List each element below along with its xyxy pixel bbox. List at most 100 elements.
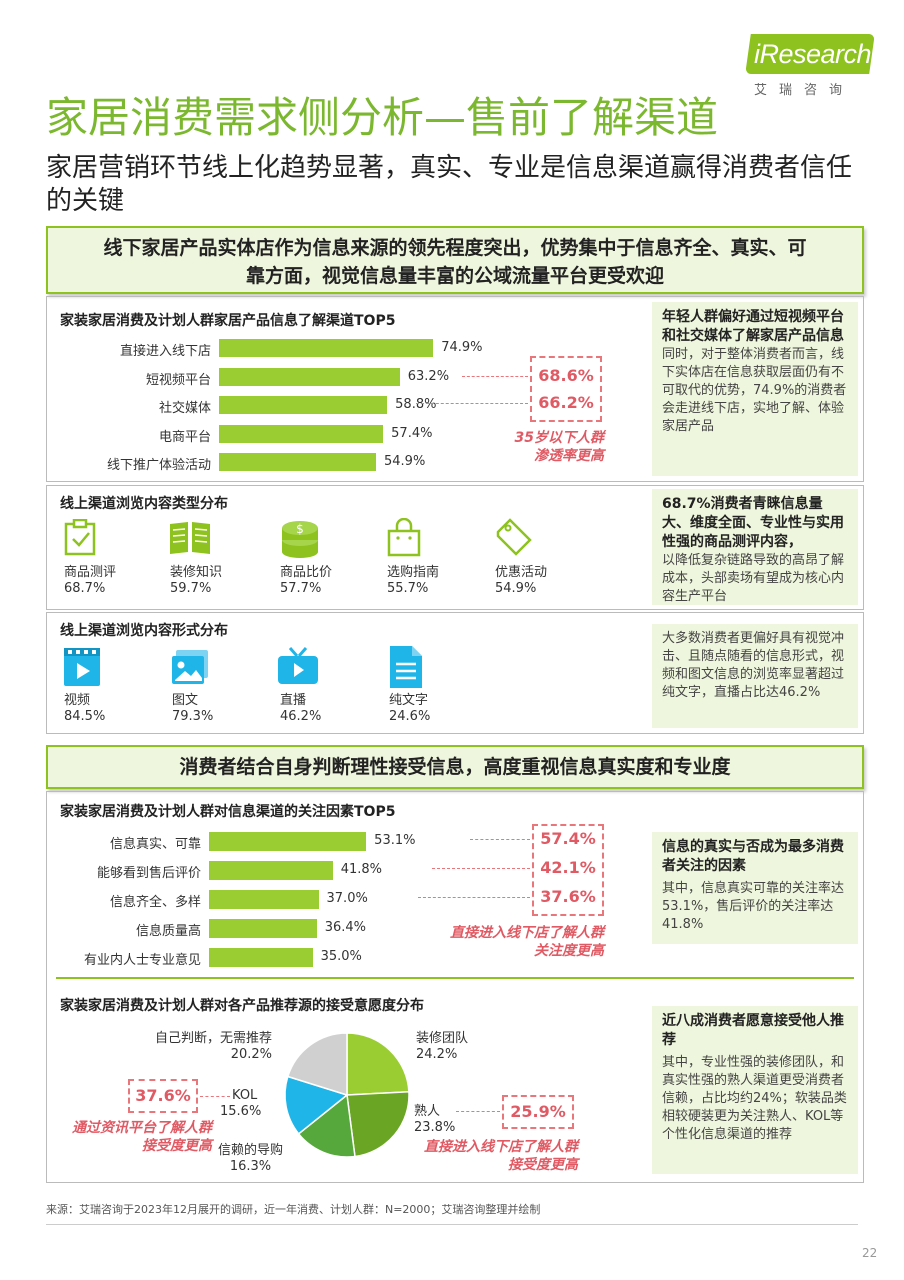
factors-highlight-box <box>532 824 604 916</box>
side-box-title: 信息的真实与否成为最多消费者关注的因素 <box>662 839 844 874</box>
pie-value: 24.2% <box>416 1047 458 1062</box>
pie-label-acquaintance: 熟人 23.8% <box>414 1104 455 1136</box>
highlight-value: 66.2% <box>538 393 594 412</box>
content-forms-side-box: 大多数消费者更偏好具有视觉冲击、且随点随看的信息形式，视频和图文信息的浏览率显著… <box>652 624 858 728</box>
side-box-text: 其中，信息真实可靠的关注率达53.1%，售后评价的关注率达41.8% <box>662 881 845 932</box>
source-note: 来源：艾瑞咨询于2023年12月展开的调研，近一年消费、计划人群：N=2000；… <box>46 1203 541 1216</box>
logo-subtext: 艾瑞咨询 <box>754 83 855 98</box>
shopping-bag-icon <box>386 517 422 558</box>
bar-value-label: 53.1% <box>374 833 416 848</box>
bar-category-label: 有业内人士专业意见 <box>83 953 201 968</box>
connector-line <box>432 868 530 869</box>
content-type-caption: 商品测评 68.7% <box>64 565 116 597</box>
side-box-title: 68.7%消费者青睐信息量大、维度全面、专业性与实用性强的商品测评内容， <box>662 496 844 550</box>
caption-value: 54.9% <box>495 581 537 596</box>
side-box-text: 其中，专业性强的装修团队，和真实性强的熟人渠道更受消费者信赖，占比均约24%；软… <box>662 1055 847 1142</box>
channels-bar-chart: 直接进入线下店 74.9% 短视频平台 63.2% 社交媒体 58.8% 电商平台 57.4%… <box>46 330 646 480</box>
pie-category: 自己判断，无需推荐 <box>154 1031 272 1046</box>
factors-bar-chart: 信息真实、可靠 53.1% 能够看到售后评价 41.8% 信息齐全、多样 37.0% 信息质… <box>46 822 646 972</box>
caption-label: 商品比价 <box>280 565 333 580</box>
side-box-title: 近八成消费者愿意接受他人推荐 <box>662 1013 844 1048</box>
bar-category-label: 直接进入线下店 <box>119 344 211 359</box>
iresearch-logo: iResearch 艾瑞咨询 <box>745 34 875 100</box>
channels-red-note: 35岁以下人群 渗透率更高 <box>460 429 604 465</box>
caption-value: 84.5% <box>64 709 106 724</box>
content-forms-title: 线上渠道浏览内容形式分布 <box>60 623 228 639</box>
bar-value-label: 54.9% <box>384 454 426 469</box>
note-line: 通过资讯平台了解人群 <box>72 1120 212 1136</box>
footer-divider <box>46 1224 858 1225</box>
kol-red-note: 通过资讯平台了解人群 接受度更高 <box>46 1119 212 1155</box>
note-line: 关注度更高 <box>534 943 604 959</box>
bar-category-label: 能够看到售后评价 <box>96 866 201 881</box>
pie-label-guide: 信赖的导购 16.3% <box>218 1143 283 1175</box>
factors-panel <box>46 791 864 1183</box>
document-icon <box>388 644 424 690</box>
bar-category-label: 信息质量高 <box>135 924 201 939</box>
bar-value-label: 57.4% <box>391 425 433 441</box>
channels-panel <box>46 296 864 482</box>
content-types-panel <box>46 485 864 610</box>
svg-text:$: $ <box>296 522 304 536</box>
connector-line <box>418 897 530 898</box>
page-number: 22 <box>862 1246 878 1260</box>
pie-label-self: 自己判断，无需推荐 20.2% <box>138 1031 272 1063</box>
image-text-icon <box>170 648 210 686</box>
book-icon <box>168 520 212 556</box>
note-line: 直接进入线下店了解人群 <box>450 925 604 941</box>
side-box-text: 大多数消费者更偏好具有视觉冲击、且随点随看的信息形式，视频和图文信息的浏览率显著… <box>662 631 845 700</box>
bar-category-label: 信息真实、可靠 <box>109 837 201 852</box>
connector-line <box>456 1111 500 1112</box>
sources-pie-chart <box>284 1032 410 1158</box>
banner-line-2: 靠方面，视觉信息量丰富的公域流量平台更受欢迎 <box>245 265 664 287</box>
pie-value: 15.6% <box>220 1104 262 1119</box>
bar-value-label: 36.4% <box>324 920 367 935</box>
bar-category-label: 短视频平台 <box>145 372 211 388</box>
caption-label: 装修知识 <box>170 565 223 580</box>
coins-icon: $ <box>279 516 321 560</box>
connector-line <box>200 1096 230 1097</box>
bar-value-label: 58.8% <box>395 397 437 412</box>
factors-red-note: 直接进入线下店了解人群 关注度更高 <box>414 924 604 960</box>
content-form-caption: 视频 84.5% <box>64 693 105 725</box>
bar-value-label: 74.9% <box>441 340 483 355</box>
bar <box>219 453 376 471</box>
caption-label: 图文 <box>172 693 199 708</box>
bar <box>209 919 317 938</box>
video-icon <box>62 646 102 688</box>
logo-text: iResearch <box>754 39 872 69</box>
caption-label: 直播 <box>280 693 307 708</box>
content-form-caption: 图文 79.3% <box>172 693 213 725</box>
bar <box>219 367 400 386</box>
bar-category-label: 社交媒体 <box>158 401 211 416</box>
live-tv-icon <box>276 646 320 688</box>
content-type-caption: 选购指南 55.7% <box>387 565 439 597</box>
bar-category-label: 信息齐全、多样 <box>109 895 201 910</box>
pie-category: KOL <box>232 1088 258 1103</box>
note-line: 接受度更高 <box>142 1138 212 1154</box>
caption-value: 57.7% <box>280 581 322 596</box>
pie-category: 信赖的导购 <box>218 1143 284 1158</box>
connector-line <box>462 376 528 377</box>
caption-label: 视频 <box>64 693 91 708</box>
section-banner-1: 线下家居产品实体店作为信息来源的领先程度突出，优势集中于信息齐全、真实、可 靠方… <box>46 226 864 294</box>
pie-slice <box>297 1093 356 1158</box>
content-types-side-box: 68.7%消费者青睐信息量大、维度全面、专业性与实用性强的商品测评内容， 以降低… <box>652 489 858 605</box>
content-form-caption: 直播 46.2% <box>280 693 321 725</box>
highlight-value: 25.9% <box>510 1102 566 1121</box>
highlight-value: 68.6% <box>538 366 594 385</box>
pie-slice <box>346 1091 410 1158</box>
page-subtitle: 家居营销环节线上化趋势显著，真实、专业是信息渠道赢得消费者信任的关键 <box>46 153 853 216</box>
content-type-caption: 商品比价 57.7% <box>280 565 332 597</box>
acq-red-note: 直接进入线下店了解人群 接受度更高 <box>396 1138 578 1174</box>
pie-label-kol: KOL 15.6% <box>220 1088 261 1120</box>
highlight-value: 42.1% <box>540 858 596 877</box>
content-types-title: 线上渠道浏览内容类型分布 <box>60 496 228 512</box>
pie-slice <box>286 1032 348 1097</box>
sources-side-box: 近八成消费者愿意接受他人推荐 其中，专业性强的装修团队，和真实性强的熟人渠道更受… <box>652 1006 858 1174</box>
connector-line <box>470 839 530 840</box>
bar <box>209 890 319 909</box>
bar-category-label: 线下推广体验活动 <box>106 458 211 473</box>
bar <box>219 396 388 414</box>
caption-label: 选购指南 <box>387 565 440 580</box>
